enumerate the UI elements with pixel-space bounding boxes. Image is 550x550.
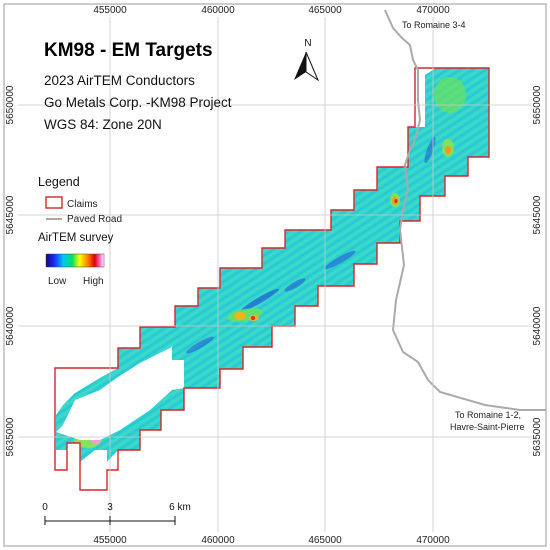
subtitle-line-2: Go Metals Corp. -KM98 Project xyxy=(44,95,232,110)
conductor-anomaly xyxy=(284,278,306,292)
road-label-south-2: Havre-Saint-Pierre xyxy=(450,422,525,432)
north-arrow-icon xyxy=(294,51,320,82)
grid-label-left-5645000: 5645000 xyxy=(5,195,16,234)
grid-label-right-5645000: 5645000 xyxy=(532,195,543,234)
coordinate-grid xyxy=(18,17,532,532)
conductor-anomaly xyxy=(445,146,451,154)
road-label-north: To Romaine 3-4 xyxy=(402,20,466,30)
legend-color-ramp xyxy=(45,253,105,268)
conductor-anomaly xyxy=(434,77,466,113)
grid-label-right-5640000: 5640000 xyxy=(532,306,543,345)
conductor-anomaly xyxy=(234,312,246,320)
grid-label-top-460000: 460000 xyxy=(201,5,235,16)
legend-claims-swatch xyxy=(45,196,63,209)
legend-ramp-high: High xyxy=(83,276,104,287)
grid-label-right-5650000: 5650000 xyxy=(532,85,543,124)
grid-label-bottom-465000: 465000 xyxy=(308,535,342,546)
subtitle-line-1: 2023 AirTEM Conductors xyxy=(44,73,195,88)
grid-label-bottom-470000: 470000 xyxy=(416,535,450,546)
scale-bar xyxy=(44,516,176,525)
grid-label-top-470000: 470000 xyxy=(416,5,450,16)
legend-title: Legend xyxy=(38,175,80,189)
grid-label-bottom-460000: 460000 xyxy=(201,535,235,546)
grid-label-right-5635000: 5635000 xyxy=(532,417,543,456)
scale-label-3: 3 xyxy=(107,502,113,513)
conductor-anomaly xyxy=(186,336,214,354)
conductor-anomaly xyxy=(251,316,255,320)
legend-ramp-low: Low xyxy=(48,276,67,287)
legend-claims-label: Claims xyxy=(67,199,98,210)
north-arrow-label: N xyxy=(304,38,311,49)
legend-survey-title: AirTEM survey xyxy=(38,232,114,244)
scale-label-0: 0 xyxy=(42,502,48,513)
grid-label-bottom-455000: 455000 xyxy=(93,535,127,546)
paved-road xyxy=(384,9,546,411)
scale-label-6km: 6 km xyxy=(169,502,191,513)
subtitle-line-3: WGS 84: Zone 20N xyxy=(44,117,162,132)
grid-label-left-5635000: 5635000 xyxy=(5,417,16,456)
grid-label-left-5640000: 5640000 xyxy=(5,306,16,345)
grid-label-top-465000: 465000 xyxy=(308,5,342,16)
conductor-anomaly xyxy=(240,288,280,312)
road-label-south-1: To Romaine 1-2, xyxy=(455,410,521,420)
conductor-anomaly xyxy=(324,250,356,270)
grid-label-left-5650000: 5650000 xyxy=(5,85,16,124)
grid-label-top-455000: 455000 xyxy=(93,5,127,16)
conductor-anomaly xyxy=(394,199,398,203)
map-title: KM98 - EM Targets xyxy=(44,40,213,61)
legend-road-label: Paved Road xyxy=(67,214,122,225)
